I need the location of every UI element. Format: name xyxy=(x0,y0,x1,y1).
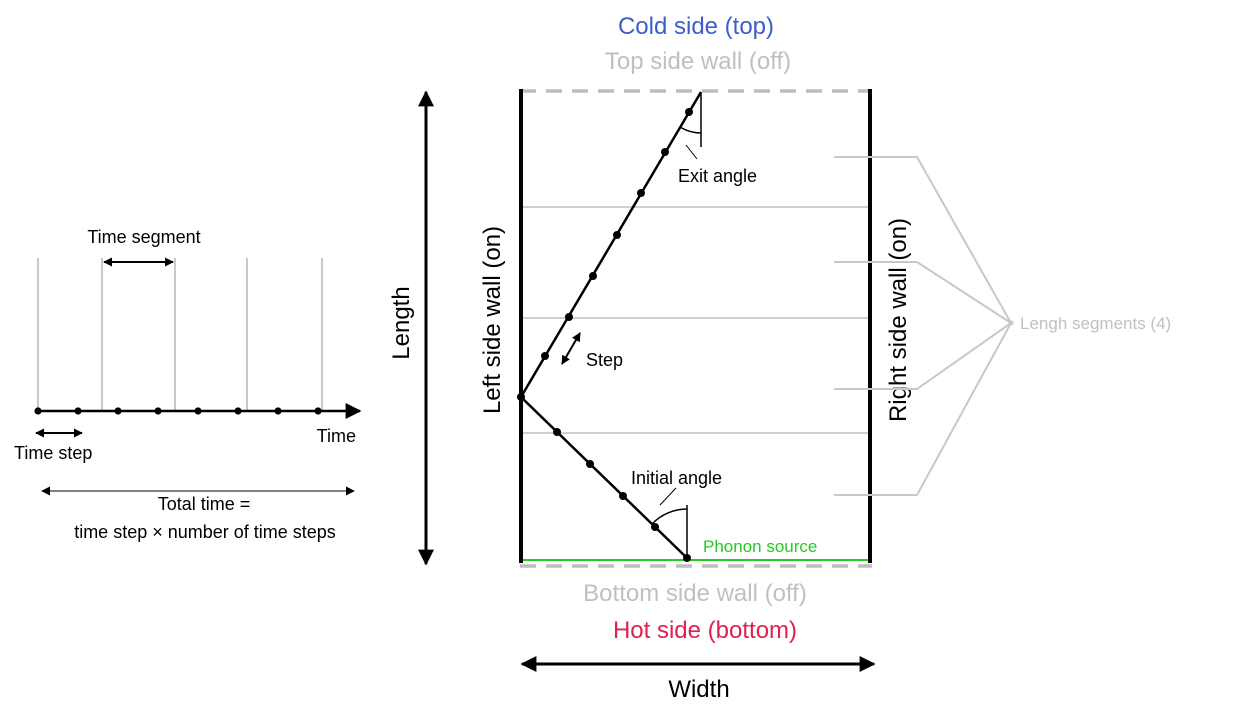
length-segment-brackets xyxy=(834,156,1012,496)
segment-bracket xyxy=(834,156,1012,324)
phonon-step-dot xyxy=(553,428,561,436)
width-label: Width xyxy=(668,676,729,703)
hot-side-label: Hot side (bottom) xyxy=(613,617,797,644)
step-arrow xyxy=(561,332,581,365)
initial-angle-leader xyxy=(659,487,677,506)
phonon-step-dot xyxy=(586,460,594,468)
time-step-dot xyxy=(234,407,242,415)
exit-angle-label: Exit angle xyxy=(678,166,757,186)
segment-bracket xyxy=(834,261,1012,324)
time-step-dot xyxy=(194,407,202,415)
phonon-step-dot xyxy=(685,108,693,116)
left-wall-label: Left side wall (on) xyxy=(479,226,506,414)
time-step-dots xyxy=(34,407,322,415)
segment-bracket-point xyxy=(1008,320,1014,326)
bottom-wall-label: Bottom side wall (off) xyxy=(583,580,807,607)
timeline-group: Time segment Time Time step Total time =… xyxy=(14,227,362,542)
time-axis-label: Time xyxy=(317,426,356,446)
initial-angle-arc xyxy=(651,508,688,525)
length-segments-label: Lengh segments (4) xyxy=(1020,314,1171,333)
top-wall-label: Top side wall (off) xyxy=(605,48,791,75)
time-step-dot xyxy=(274,407,282,415)
step-label: Step xyxy=(586,350,623,370)
phonon-step-dot xyxy=(613,231,621,239)
length-dimension: Length xyxy=(388,90,434,566)
exit-angle-arc xyxy=(679,126,702,134)
exit-angle-leader xyxy=(685,144,698,160)
segment-bracket xyxy=(834,322,1012,496)
time-step-dot xyxy=(34,407,42,415)
phonon-path-dots xyxy=(517,108,693,562)
phonon-source-label: Phonon source xyxy=(703,537,817,556)
phonon-step-dot xyxy=(517,393,525,401)
phonon-path xyxy=(519,91,703,559)
phonon-step-dot xyxy=(661,148,669,156)
phonon-step-dot xyxy=(541,352,549,360)
total-time-label-line2: time step × number of time steps xyxy=(74,522,336,542)
total-time-label-line1: Total time = xyxy=(158,494,251,514)
time-step-dot xyxy=(314,407,322,415)
time-step-dot xyxy=(114,407,122,415)
phonon-step-dot xyxy=(651,523,659,531)
length-label: Length xyxy=(388,286,415,359)
segment-bracket xyxy=(834,322,1012,390)
phonon-step-dot xyxy=(637,189,645,197)
phonon-step-dot xyxy=(619,492,627,500)
time-step-label: Time step xyxy=(14,443,92,463)
initial-angle-label: Initial angle xyxy=(631,468,722,488)
cold-side-label: Cold side (top) xyxy=(618,13,774,40)
time-step-dot xyxy=(74,407,82,415)
time-step-dot xyxy=(154,407,162,415)
phonon-step-dot xyxy=(589,272,597,280)
simulation-domain: Cold side (top) Top side wall (off) Phon… xyxy=(479,13,1171,703)
time-segment-label: Time segment xyxy=(87,227,200,247)
right-wall-label: Right side wall (on) xyxy=(885,218,912,422)
phonon-step-dot xyxy=(565,313,573,321)
